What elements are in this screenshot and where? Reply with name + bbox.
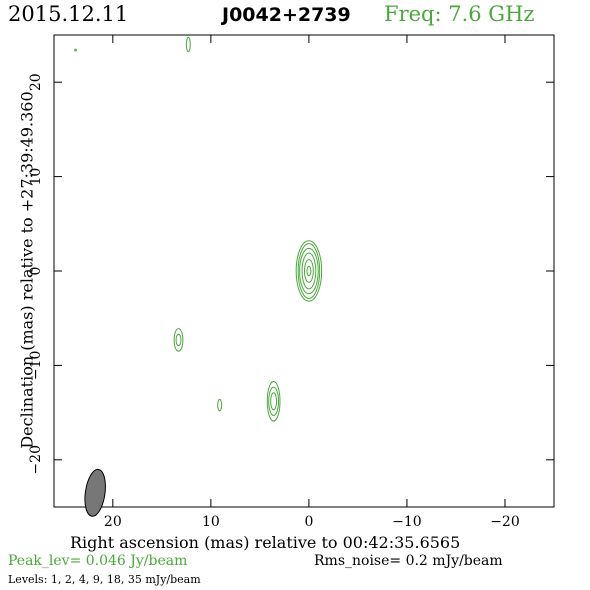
beam-ellipse <box>84 468 106 517</box>
contour-line <box>268 386 280 416</box>
observation-date: 2015.12.11 <box>8 2 129 26</box>
x-tick-label: 0 <box>304 514 313 530</box>
contour-line <box>295 240 323 302</box>
y-tick-label: 0 <box>28 267 44 276</box>
y-tick-label: −10 <box>28 351 44 381</box>
contour-line <box>270 392 278 411</box>
frequency-label: Freq: 7.6 GHz <box>384 2 535 26</box>
x-tick-label: 20 <box>104 514 122 530</box>
contour-line <box>297 243 321 299</box>
y-tick-label: 20 <box>28 73 44 91</box>
contour-line <box>217 398 223 412</box>
rms-noise: Rms_noise= 0.2 mJy/beam <box>314 553 503 569</box>
x-axis-label: Right ascension (mas) relative to 00:42:… <box>70 533 461 552</box>
axis-ticks: 20 10 0 −10 −20 20 10 0 −10 −20 <box>28 35 554 530</box>
contour-line <box>301 252 317 290</box>
contour-line <box>175 333 182 347</box>
peak-level: Peak_lev= 0.046 Jy/beam <box>8 553 188 569</box>
y-tick-label: −20 <box>28 445 44 475</box>
x-tick-label: −10 <box>392 514 422 530</box>
contour-line <box>266 380 281 422</box>
x-tick-label: −20 <box>490 514 520 530</box>
contour-line <box>303 259 314 283</box>
x-tick-label: 10 <box>202 514 220 530</box>
contour-levels: Levels: 1, 2, 4, 9, 18, 35 mJy/beam <box>8 573 201 586</box>
beam-layer <box>84 468 106 517</box>
contour-line <box>185 36 191 53</box>
contour-line <box>173 328 184 352</box>
y-axis-label: Declination (mas) relative to +27:39:49.… <box>17 91 37 449</box>
contour-line <box>306 265 312 277</box>
source-name: J0042+2739 <box>222 4 351 26</box>
contour-line <box>74 48 77 52</box>
contour-layer <box>74 36 323 422</box>
y-tick-label: 10 <box>28 168 44 186</box>
contour-line <box>299 247 319 295</box>
